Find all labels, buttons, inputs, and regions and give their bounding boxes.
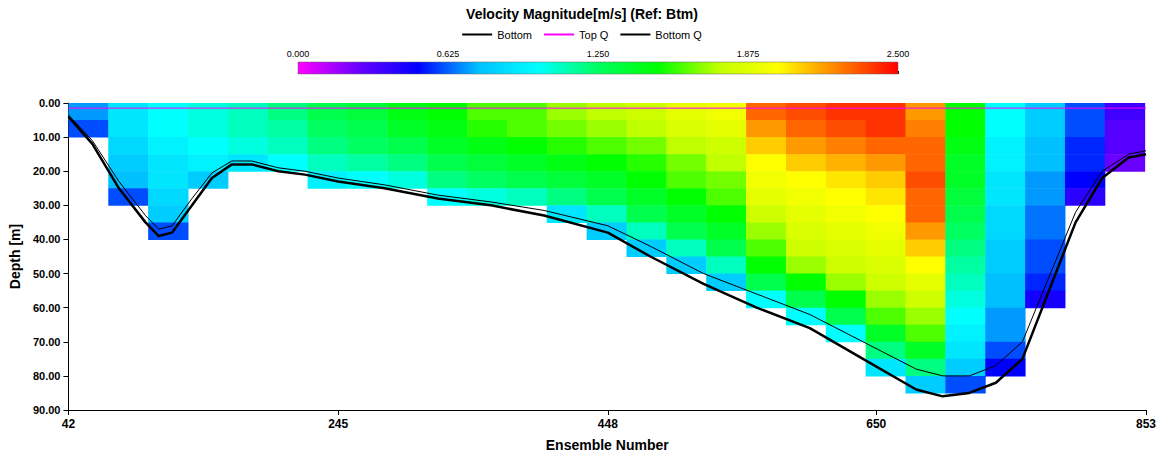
svg-text:50.00: 50.00 — [33, 268, 61, 280]
svg-text:448: 448 — [598, 417, 618, 431]
svg-text:30.00: 30.00 — [33, 199, 61, 211]
svg-text:0.00: 0.00 — [39, 97, 60, 109]
svg-text:Ensemble Number: Ensemble Number — [546, 437, 669, 453]
svg-text:70.00: 70.00 — [33, 336, 61, 348]
svg-text:2.500: 2.500 — [887, 49, 910, 59]
svg-text:20.00: 20.00 — [33, 165, 61, 177]
svg-text:853: 853 — [1136, 417, 1156, 431]
svg-text:Velocity Magnitude[m/s] (Ref:: Velocity Magnitude[m/s] (Ref: Btm) — [466, 6, 698, 22]
svg-text:Top Q: Top Q — [579, 29, 609, 41]
svg-text:Depth [m]: Depth [m] — [7, 224, 23, 289]
svg-text:10.00: 10.00 — [33, 131, 61, 143]
svg-text:40.00: 40.00 — [33, 233, 61, 245]
svg-text:60.00: 60.00 — [33, 302, 61, 314]
svg-text:245: 245 — [328, 417, 348, 431]
svg-text:Bottom: Bottom — [497, 29, 532, 41]
svg-text:650: 650 — [866, 417, 886, 431]
svg-text:80.00: 80.00 — [33, 370, 61, 382]
svg-text:90.00: 90.00 — [33, 404, 61, 416]
svg-text:0.625: 0.625 — [437, 49, 460, 59]
svg-text:42: 42 — [62, 417, 76, 431]
svg-text:1.250: 1.250 — [587, 49, 610, 59]
svg-text:1.875: 1.875 — [737, 49, 760, 59]
svg-text:Bottom Q: Bottom Q — [655, 29, 702, 41]
svg-text:0.000: 0.000 — [287, 49, 310, 59]
